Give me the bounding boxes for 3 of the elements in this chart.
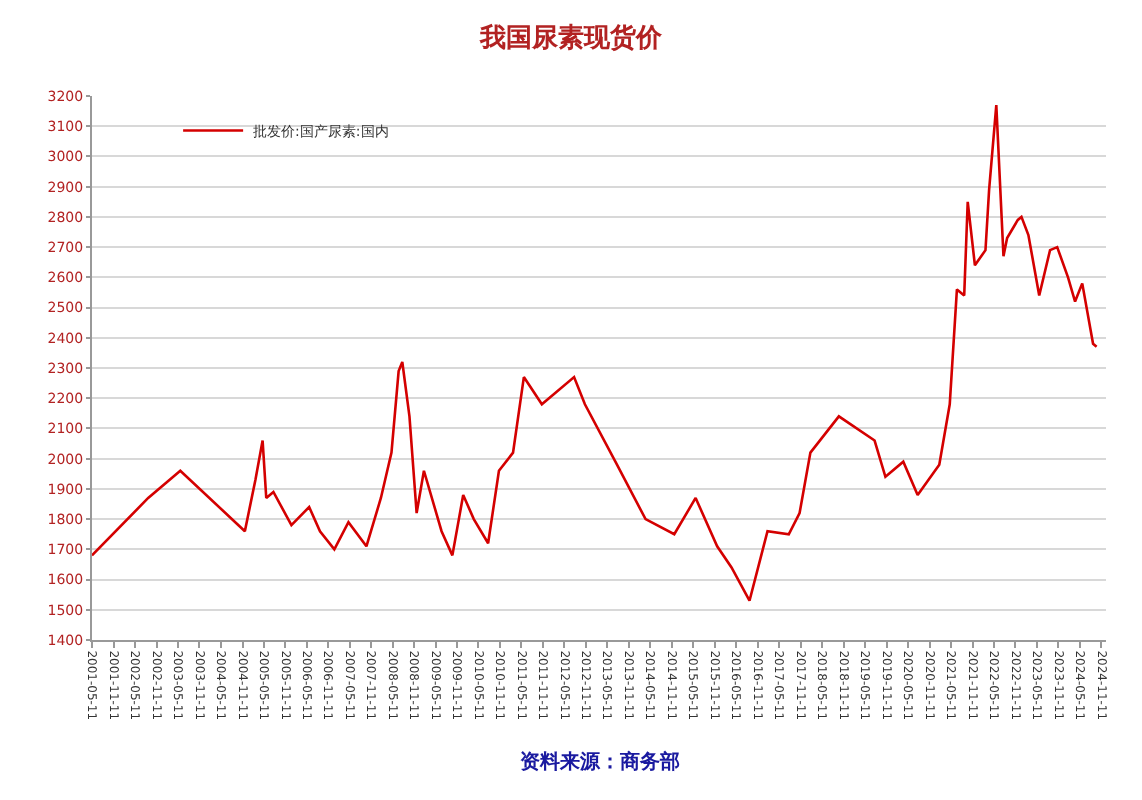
chart-title: 我国尿素现货价	[478, 22, 664, 55]
line-series	[92, 103, 1098, 603]
text: 资料来源：商务部	[520, 750, 680, 774]
